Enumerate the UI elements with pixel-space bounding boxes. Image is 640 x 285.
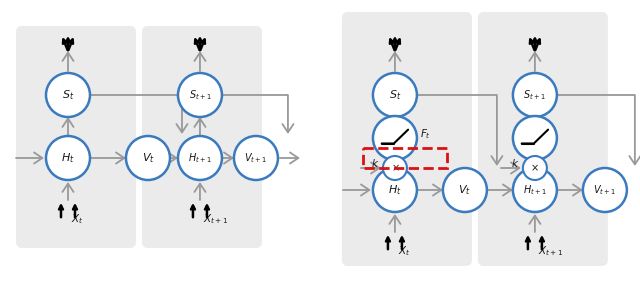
Text: $k$: $k$ [511, 157, 519, 169]
FancyBboxPatch shape [142, 26, 262, 248]
Text: $F_t$: $F_t$ [420, 127, 431, 141]
Text: $V_{t+1}$: $V_{t+1}$ [593, 183, 616, 197]
Circle shape [513, 168, 557, 212]
Circle shape [383, 156, 407, 180]
FancyBboxPatch shape [342, 12, 472, 266]
Text: $H_t$: $H_t$ [388, 183, 402, 197]
Circle shape [178, 73, 222, 117]
Circle shape [443, 168, 487, 212]
Text: $H_{t+1}$: $H_{t+1}$ [523, 183, 547, 197]
Circle shape [46, 73, 90, 117]
Circle shape [373, 168, 417, 212]
FancyBboxPatch shape [478, 12, 608, 266]
Text: $S_{t+1}$: $S_{t+1}$ [189, 88, 211, 102]
Circle shape [126, 136, 170, 180]
Circle shape [513, 73, 557, 117]
Text: $X_t$: $X_t$ [71, 212, 84, 226]
Text: $\times$: $\times$ [531, 163, 540, 173]
Text: $X_{t+1}$: $X_{t+1}$ [203, 212, 228, 226]
Text: $V_t$: $V_t$ [141, 151, 154, 165]
Circle shape [523, 156, 547, 180]
Text: $X_t$: $X_t$ [398, 244, 410, 258]
Text: $X_{t+1}$: $X_{t+1}$ [538, 244, 563, 258]
Circle shape [373, 116, 417, 160]
Text: $S_t$: $S_t$ [62, 88, 74, 102]
Circle shape [234, 136, 278, 180]
Text: $k$: $k$ [371, 157, 379, 169]
Circle shape [513, 116, 557, 160]
Circle shape [583, 168, 627, 212]
Text: $\times$: $\times$ [390, 163, 399, 173]
Text: $V_t$: $V_t$ [458, 183, 471, 197]
FancyBboxPatch shape [16, 26, 136, 248]
Text: $H_{t+1}$: $H_{t+1}$ [188, 151, 212, 165]
Text: $S_{t+1}$: $S_{t+1}$ [524, 88, 547, 102]
Text: $S_t$: $S_t$ [388, 88, 401, 102]
Circle shape [373, 73, 417, 117]
Circle shape [46, 136, 90, 180]
Text: $H_t$: $H_t$ [61, 151, 75, 165]
Text: $V_{t+1}$: $V_{t+1}$ [244, 151, 268, 165]
Circle shape [178, 136, 222, 180]
